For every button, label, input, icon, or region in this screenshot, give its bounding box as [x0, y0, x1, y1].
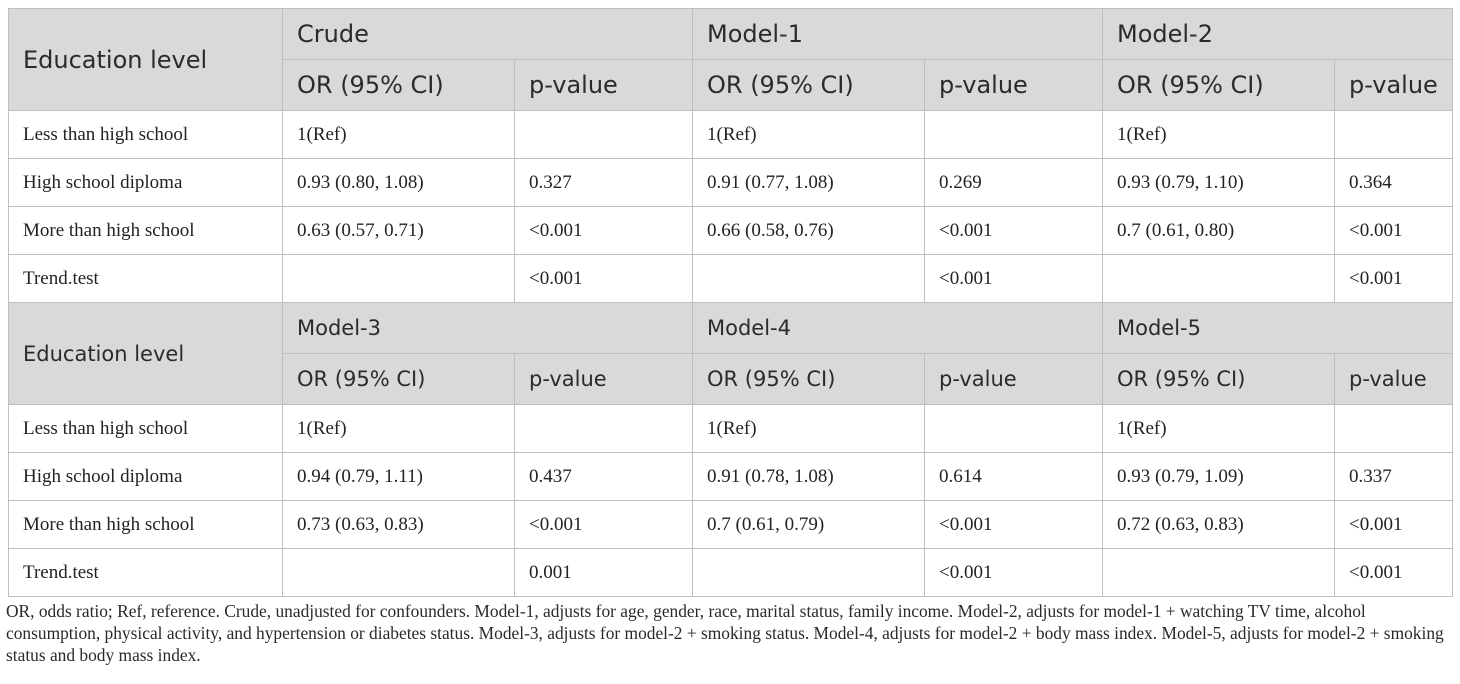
model-header-cell: Model-5 [1102, 302, 1453, 354]
data-cell: <0.001 [924, 254, 1103, 303]
data-cell: 0.7 (0.61, 0.80) [1102, 206, 1335, 255]
data-cell [1334, 404, 1453, 453]
data-cell: 0.364 [1334, 158, 1453, 207]
data-cell: <0.001 [514, 500, 693, 549]
data-cell: 0.614 [924, 452, 1103, 501]
data-cell: 0.66 (0.58, 0.76) [692, 206, 925, 255]
results-table-container: Education level Crude Model-1 Model-2 OR… [8, 8, 1453, 597]
subheader-cell: p-value [924, 59, 1103, 111]
data-cell [1334, 110, 1453, 159]
row-label: Trend.test [8, 548, 283, 597]
row-label: High school diploma [8, 158, 283, 207]
data-cell: 1(Ref) [282, 404, 515, 453]
row-label: Trend.test [8, 254, 283, 303]
panel-1-subheader-row: OR (95% CI) p-value OR (95% CI) p-value … [9, 59, 1453, 111]
table-row: High school diploma 0.94 (0.79, 1.11) 0.… [8, 452, 1453, 501]
data-cell: 0.327 [514, 158, 693, 207]
data-cell: <0.001 [924, 206, 1103, 255]
data-cell [1102, 548, 1335, 597]
subheader-cell: p-value [514, 353, 693, 405]
table-row: Less than high school 1(Ref) 1(Ref) 1(Re… [8, 110, 1453, 159]
subheader-cell: OR (95% CI) [692, 353, 925, 405]
subheader-cell: OR (95% CI) [282, 353, 515, 405]
subheader-cell: p-value [1334, 353, 1453, 405]
data-cell: 0.91 (0.77, 1.08) [692, 158, 925, 207]
data-cell: <0.001 [1334, 206, 1453, 255]
data-cell: 0.7 (0.61, 0.79) [692, 500, 925, 549]
panel-2-subheader-row: OR (95% CI) p-value OR (95% CI) p-value … [9, 353, 1453, 405]
table-row: More than high school 0.73 (0.63, 0.83) … [8, 500, 1453, 549]
subheader-cell: OR (95% CI) [1102, 59, 1335, 111]
row-label: More than high school [8, 500, 283, 549]
data-cell: 0.269 [924, 158, 1103, 207]
data-cell: 0.63 (0.57, 0.71) [282, 206, 515, 255]
table-row: Trend.test <0.001 <0.001 <0.001 [8, 254, 1453, 303]
subheader-cell: p-value [514, 59, 693, 111]
data-cell: <0.001 [924, 548, 1103, 597]
table-footnote: OR, odds ratio; Ref, reference. Crude, u… [6, 601, 1444, 665]
data-cell: 0.337 [1334, 452, 1453, 501]
data-cell: <0.001 [1334, 548, 1453, 597]
data-cell: 1(Ref) [282, 110, 515, 159]
subheader-cell: p-value [1334, 59, 1453, 111]
data-cell [282, 254, 515, 303]
data-cell [1102, 254, 1335, 303]
model-header-cell: Model-1 [692, 8, 1103, 60]
subheader-cell: p-value [924, 353, 1103, 405]
row-header-cell: Education level [8, 302, 283, 405]
model-header-cell: Model-3 [282, 302, 693, 354]
data-cell [692, 254, 925, 303]
row-label: Less than high school [8, 404, 283, 453]
subheader-cell: OR (95% CI) [282, 59, 515, 111]
row-header-cell: Education level [8, 8, 283, 111]
data-cell [692, 548, 925, 597]
data-cell: 0.91 (0.78, 1.08) [692, 452, 925, 501]
data-cell: 0.001 [514, 548, 693, 597]
data-cell: 1(Ref) [1102, 404, 1335, 453]
data-cell: 0.93 (0.80, 1.08) [282, 158, 515, 207]
data-cell: 0.94 (0.79, 1.11) [282, 452, 515, 501]
data-cell: 1(Ref) [692, 404, 925, 453]
data-cell: 0.72 (0.63, 0.83) [1102, 500, 1335, 549]
row-label: High school diploma [8, 452, 283, 501]
data-cell [514, 404, 693, 453]
model-header-cell: Crude [282, 8, 693, 60]
data-cell [514, 110, 693, 159]
model-header-cell: Model-2 [1102, 8, 1453, 60]
table-row: More than high school 0.63 (0.57, 0.71) … [8, 206, 1453, 255]
data-cell: <0.001 [924, 500, 1103, 549]
panel-1-header-row: Education level Crude Model-1 Model-2 [8, 8, 1453, 111]
model-header-cell: Model-4 [692, 302, 1103, 354]
data-cell: 0.93 (0.79, 1.09) [1102, 452, 1335, 501]
data-cell: <0.001 [1334, 254, 1453, 303]
data-cell: <0.001 [514, 206, 693, 255]
results-table: Education level Crude Model-1 Model-2 OR… [8, 8, 1453, 597]
data-cell: 1(Ref) [1102, 110, 1335, 159]
data-cell: <0.001 [514, 254, 693, 303]
row-label: More than high school [8, 206, 283, 255]
table-row: Trend.test 0.001 <0.001 <0.001 [8, 548, 1453, 597]
data-cell: 1(Ref) [692, 110, 925, 159]
subheader-cell: OR (95% CI) [1102, 353, 1335, 405]
data-cell [924, 110, 1103, 159]
table-row: High school diploma 0.93 (0.80, 1.08) 0.… [8, 158, 1453, 207]
data-cell: 0.93 (0.79, 1.10) [1102, 158, 1335, 207]
data-cell [282, 548, 515, 597]
data-cell: <0.001 [1334, 500, 1453, 549]
row-label: Less than high school [8, 110, 283, 159]
subheader-cell: OR (95% CI) [692, 59, 925, 111]
data-cell: 0.73 (0.63, 0.83) [282, 500, 515, 549]
data-cell: 0.437 [514, 452, 693, 501]
table-row: Less than high school 1(Ref) 1(Ref) 1(Re… [8, 404, 1453, 453]
data-cell [924, 404, 1103, 453]
panel-2-header-row: Education level Model-3 Model-4 Model-5 [8, 302, 1453, 405]
